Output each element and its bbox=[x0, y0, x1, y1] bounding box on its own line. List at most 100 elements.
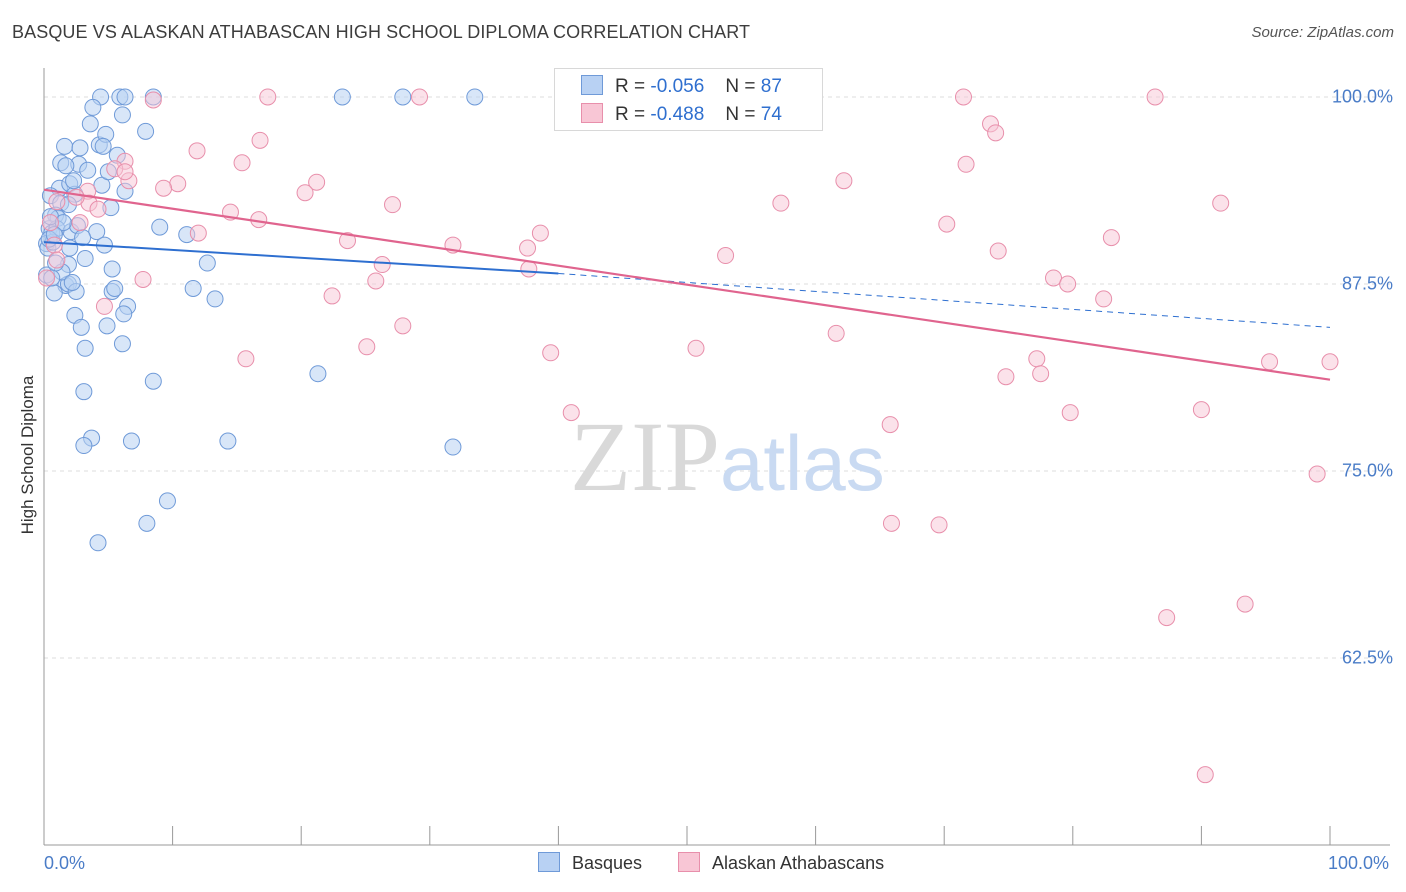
basque-point bbox=[151, 218, 169, 236]
athabascans-trend-line bbox=[43, 188, 1331, 381]
basque-point bbox=[75, 437, 93, 455]
basque-point bbox=[65, 172, 83, 190]
basque-point bbox=[45, 284, 63, 302]
athabascan-point bbox=[1028, 350, 1046, 368]
basque-point bbox=[94, 137, 112, 155]
athabascan-point bbox=[542, 344, 560, 362]
n-label: N = bbox=[725, 76, 756, 97]
athabascan-point bbox=[687, 339, 705, 357]
athabascan-point bbox=[394, 317, 412, 335]
athabascan-point bbox=[772, 194, 790, 212]
basques-n-value: 87 bbox=[760, 76, 782, 97]
basque-point bbox=[466, 88, 484, 106]
athabascan-point bbox=[95, 297, 113, 315]
athabascan-point bbox=[259, 88, 277, 106]
basque-point bbox=[333, 88, 351, 106]
basque-point bbox=[98, 317, 116, 335]
athabascan-point bbox=[45, 236, 63, 254]
athabascan-point bbox=[233, 154, 251, 172]
basque-point bbox=[71, 139, 89, 157]
athabascan-point bbox=[116, 163, 134, 181]
basque-point bbox=[144, 372, 162, 390]
athabascan-point bbox=[144, 91, 162, 109]
trend-lines bbox=[43, 188, 1331, 381]
r-label: R = bbox=[615, 76, 646, 97]
athabascan-point bbox=[989, 242, 1007, 260]
athabascan-point bbox=[67, 188, 85, 206]
basque-point bbox=[76, 250, 94, 268]
basques-swatch bbox=[581, 75, 603, 95]
axes bbox=[43, 68, 1390, 846]
basques-legend-swatch bbox=[538, 852, 560, 872]
basque-point bbox=[113, 335, 131, 353]
athabascan-point bbox=[338, 232, 356, 250]
basque-point bbox=[116, 88, 134, 106]
athabascan-point bbox=[717, 247, 735, 265]
basque-point bbox=[79, 161, 97, 179]
source-credit: Source: ZipAtlas.com bbox=[1251, 24, 1394, 41]
athabascan-point bbox=[134, 270, 152, 288]
athabascan-point bbox=[1102, 229, 1120, 247]
r-label: R = bbox=[615, 104, 646, 125]
basques-trend-extension bbox=[558, 272, 1331, 328]
athabascan-point bbox=[89, 200, 107, 218]
athabascan-point bbox=[169, 175, 187, 193]
basque-point bbox=[122, 432, 140, 450]
basque-point bbox=[57, 157, 75, 175]
athabascan-point bbox=[189, 224, 207, 242]
athabascans-r-value: -0.488 bbox=[650, 104, 705, 125]
athabascan-point bbox=[411, 88, 429, 106]
athabascan-point bbox=[562, 404, 580, 422]
athabascan-point bbox=[1236, 595, 1254, 613]
basque-point bbox=[138, 514, 156, 532]
athabascan-point bbox=[954, 88, 972, 106]
athabascan-point bbox=[520, 260, 538, 278]
athabascan-point bbox=[1061, 404, 1079, 422]
basques-points bbox=[38, 88, 484, 552]
athabascan-point bbox=[358, 338, 376, 356]
watermark-zip: ZIP bbox=[570, 401, 720, 512]
athabascan-points bbox=[38, 88, 1339, 784]
athabascan-point bbox=[188, 142, 206, 160]
athabascan-point bbox=[367, 272, 385, 290]
athabascan-point bbox=[48, 251, 66, 269]
athabascan-point bbox=[882, 514, 900, 532]
basque-point bbox=[394, 88, 412, 106]
basque-point bbox=[103, 260, 121, 278]
watermark-atlas: atlas bbox=[720, 419, 885, 507]
athabascan-point bbox=[827, 324, 845, 342]
bottom-legend-athabascans[interactable]: Alaskan Athabascans bbox=[678, 852, 884, 874]
basque-point bbox=[84, 98, 102, 116]
basque-point bbox=[113, 106, 131, 124]
basque-point bbox=[56, 137, 74, 155]
basque-point bbox=[184, 279, 202, 297]
basque-point bbox=[158, 492, 176, 510]
athabascan-point bbox=[1321, 353, 1339, 371]
athabascan-point bbox=[930, 516, 948, 534]
legend-row-athabascans: R = -0.488 N = 74 bbox=[581, 103, 782, 126]
athabascan-point bbox=[881, 416, 899, 434]
chart-title: BASQUE VS ALASKAN ATHABASCAN HIGH SCHOOL… bbox=[12, 22, 751, 42]
athabascan-point bbox=[1059, 275, 1077, 293]
athabascans-n-value: 74 bbox=[760, 104, 782, 125]
x-tick-min: 0.0% bbox=[44, 853, 86, 873]
athabascan-point bbox=[997, 368, 1015, 386]
athabascan-point bbox=[1261, 353, 1279, 371]
athabascan-point bbox=[519, 239, 537, 257]
bottom-legend-basques[interactable]: Basques bbox=[538, 852, 642, 874]
basque-point bbox=[106, 279, 124, 297]
athabascan-point bbox=[48, 193, 66, 211]
y-tick-label: 87.5% bbox=[1341, 273, 1393, 294]
y-tick-label: 75.0% bbox=[1341, 460, 1393, 481]
athabascans-legend-swatch bbox=[678, 852, 700, 872]
basques-trend-line bbox=[43, 241, 559, 275]
athabascan-point bbox=[531, 224, 549, 242]
athabascan-point bbox=[1146, 88, 1164, 106]
athabascan-point bbox=[38, 269, 56, 287]
athabascan-point bbox=[1196, 766, 1214, 784]
athabascans-legend-label: Alaskan Athabascans bbox=[712, 853, 885, 873]
athabascan-point bbox=[1158, 609, 1176, 627]
x-tick-max: 100.0% bbox=[1328, 853, 1390, 873]
basque-point bbox=[81, 115, 99, 133]
